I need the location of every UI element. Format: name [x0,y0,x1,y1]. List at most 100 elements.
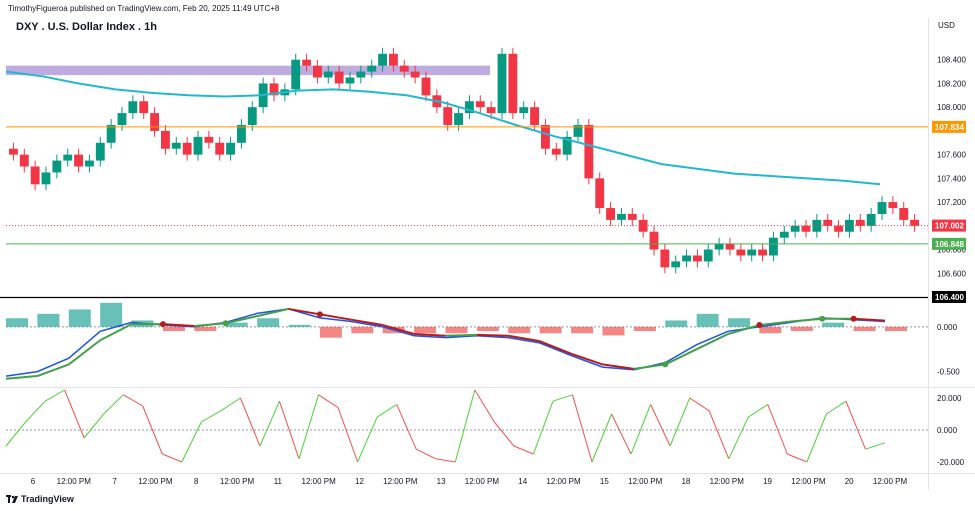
osc-line-segment [669,397,691,447]
candle-body [595,178,605,209]
price-level-badge [932,291,966,303]
macd-histogram-bar [257,318,280,327]
tradingview-logo-icon [6,495,18,504]
macd-histogram-bar [445,326,468,334]
candle-body [562,136,572,155]
osc-line-segment [181,421,202,463]
candle-body [9,148,18,155]
signal-line-segment [319,313,352,321]
candle-body [106,124,116,143]
candle-body [486,107,496,114]
candle-body [703,249,713,262]
osc-line-segment [767,404,788,455]
macd-tick-label: 0.000 [937,323,958,332]
macd-line [5,308,886,377]
osc-line-segment [5,421,26,447]
logo-text: TradingView [21,494,74,504]
publish-info: TimothyFigueroa published on TradingView… [8,4,280,13]
candle-body [454,113,463,125]
osc-line-segment [571,394,593,463]
candle-body [247,107,257,125]
price-level-label: 107.002 [935,222,964,231]
signal-line-segment [508,334,540,343]
candle-body [877,202,887,214]
macd-cross-dot [222,320,229,327]
candle-body [693,255,702,262]
signal-line-segment [570,352,603,366]
candle-body [519,107,529,114]
price-level-badge [932,219,966,232]
candle-body [573,124,583,137]
candle-body [899,208,909,220]
time-tick-label: 19 [763,477,772,486]
price-level-label: 106.400 [935,293,964,302]
osc-line-segment [259,401,280,447]
macd-histogram-bar [6,318,28,327]
candle-body [95,142,105,161]
time-tick-label: 12:00 PM [302,477,337,486]
currency-label[interactable]: USD [938,21,955,30]
macd-cross-dot [756,322,763,329]
signal-line-segment [445,333,477,337]
macd-histogram-bar [351,326,374,334]
candle-body [769,237,778,256]
time-tick-label: 20 [845,477,854,486]
osc-line-segment [396,404,417,450]
macd-cross-dot [662,361,669,368]
time-tick-label: 12:00 PM [628,477,663,486]
candle-body [410,71,420,78]
signal-line-segment [602,363,634,370]
signal-line-segment [790,317,823,323]
candle-body [345,77,355,84]
signal-line-segment [476,333,509,337]
candle-body [269,83,279,96]
price-tick-label: 107.200 [937,198,966,207]
signal-line-segment [162,323,195,327]
candle-body [323,71,333,78]
candle-body [85,160,94,167]
candle-body [41,172,51,185]
signal-line-segment [351,318,383,327]
osc-line-segment [513,445,534,455]
signal-line-segment [414,333,446,337]
candle-body [161,130,170,149]
time-tick-label: 12 [355,477,364,486]
time-tick-label: 12:00 PM [383,477,418,486]
price-tick-label: 108.000 [937,103,966,112]
candle-body [497,53,507,114]
candle-body [888,202,898,209]
osc-line-segment [415,448,436,460]
candle-body [302,59,311,66]
candle-body [30,166,40,185]
macd-cross-dot [819,315,826,322]
osc-line-segment [83,413,105,439]
osc-line-segment [552,394,573,402]
candle-body [74,154,83,167]
candle-body [171,142,181,149]
candle-body [334,71,344,84]
candle-body [671,261,681,268]
candle-body [627,213,637,220]
osc-line-segment [220,397,241,412]
signal-line-segment [759,320,791,327]
candle-body [237,124,246,143]
candle-body [855,219,865,226]
osc-line-segment [44,389,65,402]
signal-line-segment [68,339,101,366]
candle-body [801,225,811,232]
candle-body [475,101,485,108]
osc-tick-label: -20.000 [937,458,965,467]
osc-line-segment [239,397,261,447]
osc-line-segment [142,405,163,455]
candle-body [117,113,127,125]
osc-line-segment [708,410,730,459]
osc-line-segment [103,394,124,415]
price-tick-label: 107.600 [937,151,966,160]
tradingview-logo[interactable]: TradingView [6,494,74,504]
macd-histogram-bar [728,318,751,327]
time-tick-label: 7 [112,477,117,486]
candle-body [736,249,746,256]
osc-line-segment [845,401,866,450]
candle-body [291,59,301,90]
